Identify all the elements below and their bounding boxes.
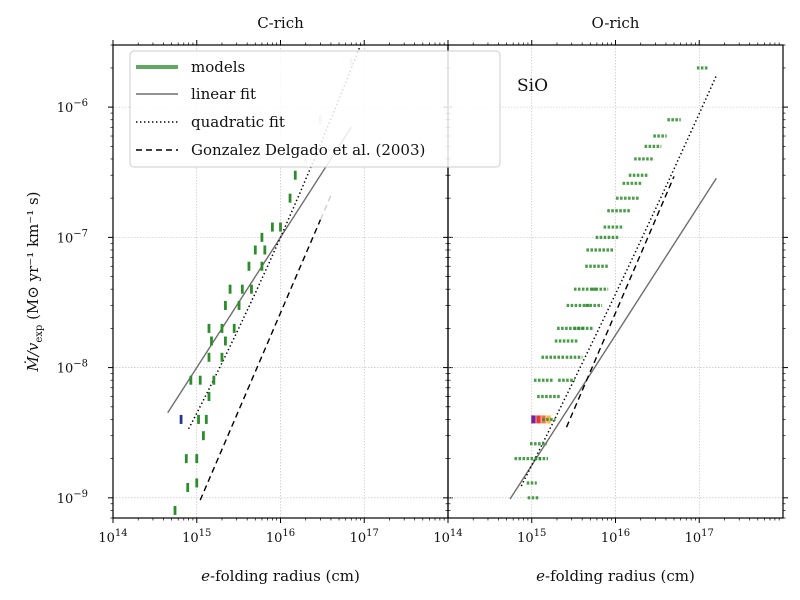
model-point <box>184 454 188 464</box>
model-point <box>189 375 193 385</box>
gd03-line-faded <box>319 195 332 220</box>
model-point <box>224 336 227 346</box>
panel-o-rich: 1014 1015 1016 1017 e-folding radius (cm) O-r… <box>433 14 788 585</box>
model-point <box>260 261 264 271</box>
legend-label-gd03: Gonzalez Delgado et al. (2003) <box>191 141 425 159</box>
model-point <box>195 454 199 464</box>
x-axis: 1014 1015 1016 1017 <box>433 40 780 546</box>
x-tick-label: 1015 <box>517 528 546 546</box>
model-point <box>186 483 190 493</box>
linear-fit-line <box>167 126 352 414</box>
quadratic-fit-curve <box>520 75 717 487</box>
model-point <box>228 284 232 294</box>
legend-label-quadratic: quadratic fit <box>191 113 285 131</box>
x-tick-label: 1016 <box>266 528 295 546</box>
x-tick-label: 1015 <box>182 528 211 546</box>
model-point <box>179 414 183 424</box>
species-annotation: SiO <box>517 76 548 96</box>
x-tick-label: 1014 <box>98 528 127 546</box>
model-point <box>260 232 264 242</box>
y-tick-label: 10−8 <box>57 359 88 377</box>
model-point <box>232 323 236 333</box>
x-axis: 1014 1015 1016 1017 <box>98 40 445 546</box>
plot-area <box>167 45 362 515</box>
x-tick-label: 1014 <box>433 528 462 546</box>
model-point <box>293 170 297 180</box>
model-point <box>250 284 253 294</box>
model-point <box>288 193 292 203</box>
x-tick-label: 1016 <box>601 528 630 546</box>
model-point <box>195 478 199 488</box>
model-point <box>197 414 200 424</box>
panel-c-rich: 1014 1015 1016 1017 e-folding radius (cm) C-r… <box>98 14 453 585</box>
x-axis-label: e-folding radius (cm) <box>201 567 360 585</box>
y-tick-label: 10−9 <box>57 489 88 507</box>
quadratic-fit-curve <box>187 45 362 430</box>
model-point <box>201 431 205 441</box>
legend-label-linear: linear fit <box>191 85 256 103</box>
y-tick-label: 10−7 <box>57 228 88 246</box>
model-point <box>173 505 177 515</box>
gd03-line <box>199 219 322 501</box>
legend-box <box>129 50 501 168</box>
model-point <box>270 222 274 232</box>
x-axis-label: e-folding radius (cm) <box>536 567 695 585</box>
model-point <box>220 352 224 362</box>
model-point <box>224 300 227 310</box>
model-point <box>212 375 216 385</box>
legend: models linear fit quadratic fit Gonzalez De… <box>129 50 501 168</box>
model-point <box>237 300 241 310</box>
model-point <box>531 415 536 424</box>
model-point <box>198 375 202 385</box>
model-point <box>220 323 224 333</box>
y-axis: 10−9 10−8 10−7 10−6 <box>57 98 88 507</box>
model-point <box>210 336 213 346</box>
gd03-line <box>565 176 675 428</box>
model-point <box>279 222 282 232</box>
y-axis-label: Ṁ/vexp (M⊙ yr⁻¹ km⁻¹ s) <box>24 191 45 372</box>
panel-title: C-rich <box>257 14 304 32</box>
model-point <box>207 391 211 401</box>
model-point <box>253 245 257 255</box>
legend-label-model: models <box>191 58 245 76</box>
model-point <box>263 245 267 255</box>
model-point <box>207 323 211 333</box>
model-point <box>247 261 251 271</box>
model-points <box>514 66 709 500</box>
y-tick-label: 10−6 <box>57 98 88 116</box>
model-point <box>536 415 541 424</box>
panel-title: O-rich <box>592 14 640 32</box>
model-point <box>240 284 244 294</box>
gridlines <box>448 45 783 518</box>
linear-fit-line <box>509 177 717 500</box>
x-tick-label: 1017 <box>350 528 379 546</box>
x-tick-label: 1017 <box>685 528 714 546</box>
model-point <box>204 414 208 424</box>
model-point <box>207 352 211 362</box>
plot-area <box>509 66 717 500</box>
